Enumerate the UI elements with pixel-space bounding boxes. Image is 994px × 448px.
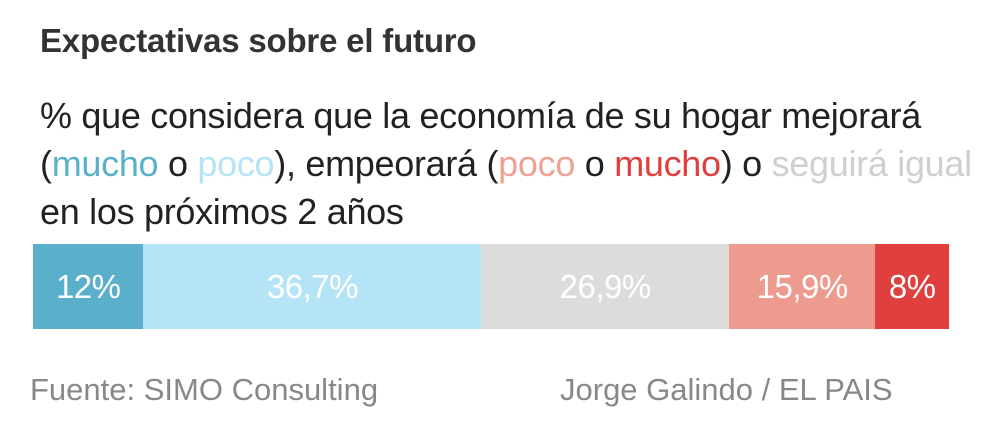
subtitle-part: ), empeorará ( [274,143,499,184]
subtitle-part: o [158,143,198,184]
subtitle-part: mucho [51,143,159,184]
subtitle-part: ) o [720,143,772,184]
subtitle-part: o [575,143,615,184]
bar-segment: 26,9% [481,244,729,329]
bar-value-label: 15,9% [756,267,849,305]
chart-subtitle: % que considera que la economía de su ho… [40,92,980,236]
subtitle-part: mucho [614,143,721,184]
subtitle-part: en los próximos 2 años [40,143,982,232]
subtitle-part: % que considera que la economía de su ho… [40,95,931,184]
author-credit: Jorge Galindo / EL PAIS [560,372,893,407]
bar-segment: 12% [33,244,144,329]
bar-segment: 8% [875,244,949,329]
subtitle-part: seguirá igual [771,143,973,184]
source-note: Fuente: SIMO Consulting [30,372,379,407]
bar-segment: 15,9% [728,244,876,329]
subtitle-part: poco [498,143,576,184]
bar-value-label: 12% [55,267,121,305]
bar-segment: 36,7% [143,244,482,329]
bar-value-label: 26,9% [559,267,652,305]
bar-value-label: 36,7% [266,267,359,305]
stacked-bar: 12% 36,7% 26,9% 15,9% 8% [33,244,949,329]
bar-value-label: 8% [888,267,936,305]
subtitle-part: poco [197,143,275,184]
chart-title: Expectativas sobre el futuro [40,22,477,59]
